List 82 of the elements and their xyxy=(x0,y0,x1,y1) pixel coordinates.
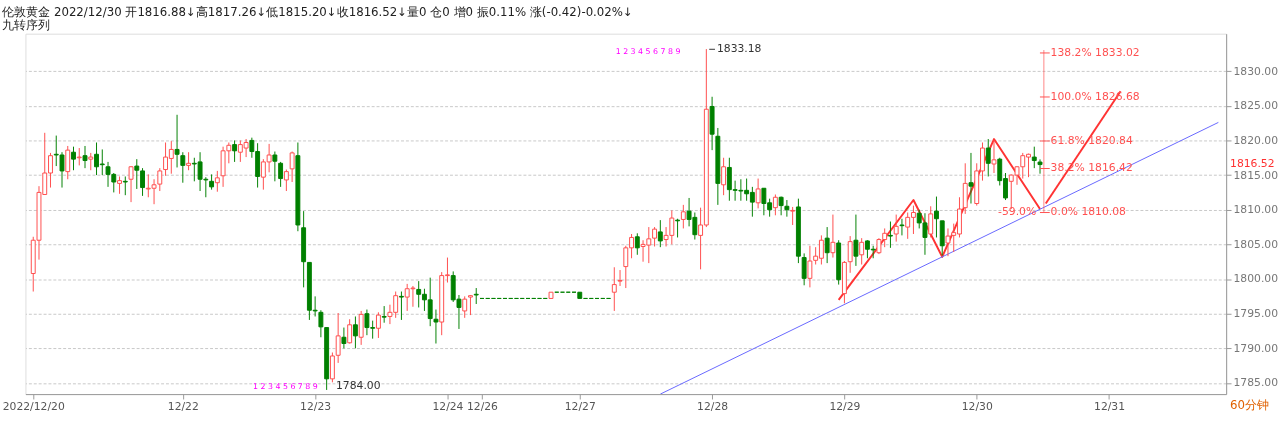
candlestick xyxy=(893,214,899,243)
candlestick xyxy=(899,218,905,236)
x-tick-label: 12/28 xyxy=(697,400,729,414)
annotation: 61.8% 1820.84 xyxy=(1050,133,1133,147)
y-tick-label: 1805.00 xyxy=(1233,237,1279,251)
candlestick xyxy=(991,139,997,174)
candlestick xyxy=(657,219,663,248)
y-tick-label: 1790.00 xyxy=(1233,341,1279,355)
candlestick xyxy=(859,237,865,265)
candlestick xyxy=(680,204,686,229)
candlestick xyxy=(375,311,381,339)
candlestick xyxy=(82,145,88,169)
candlestick xyxy=(755,178,761,209)
candlestick xyxy=(968,152,974,204)
candlestick xyxy=(122,175,128,196)
candlestick xyxy=(790,206,796,226)
candlestick xyxy=(847,235,853,274)
candlestick xyxy=(985,138,991,177)
y-tick-label: 1810.00 xyxy=(1233,203,1279,217)
candlestick xyxy=(1037,158,1043,175)
x-tick-label: 12/23 xyxy=(300,400,332,414)
x-tick-label: 2022/12/20 xyxy=(2,400,65,414)
y-tick-label: 1820.00 xyxy=(1233,133,1279,147)
candlestick xyxy=(772,194,778,216)
candlestick xyxy=(272,151,278,182)
text: 60分钟 xyxy=(1230,397,1270,412)
text: 1816.52 xyxy=(1230,156,1275,170)
candlestick xyxy=(65,145,71,180)
annotation: 138.2% 1833.02 xyxy=(1050,45,1140,59)
chart-title: 伦敦黄金 2022/12/30 开1816.88↓高1817.26↓低1815.20↓收1816.52↓量0 仓0 增0 振0.11% 涨(-0.42)-0.02%↓ xyxy=(2,5,633,20)
candlestick xyxy=(721,157,727,196)
annotation: 1 2 3 4 5 6 7 8 9 xyxy=(615,47,681,56)
y-tick-label: 1795.00 xyxy=(1233,307,1279,321)
candlestick xyxy=(283,169,289,192)
annotation: 1833.18 xyxy=(716,42,762,56)
annotation: -59.0% xyxy=(998,205,1037,219)
x-tick-label: 12/30 xyxy=(961,400,993,414)
x-tick-label: 12/26 xyxy=(466,400,499,414)
candlestick xyxy=(180,151,186,184)
candlestick xyxy=(1031,146,1037,169)
candlestick xyxy=(887,221,893,249)
candlestick xyxy=(289,151,295,183)
x-tick-label: 12/22 xyxy=(167,400,199,414)
candlestick xyxy=(801,252,807,286)
candlestick xyxy=(278,161,284,188)
y-tick-label: 1825.00 xyxy=(1233,99,1279,113)
candlestick xyxy=(934,196,939,238)
annotation: 1 2 3 4 5 6 7 8 9 xyxy=(253,381,318,391)
candlestick xyxy=(611,266,617,312)
candlestick xyxy=(617,269,623,287)
y-tick-label: 1800.00 xyxy=(1233,272,1279,286)
y-tick-label: 1815.00 xyxy=(1233,168,1279,182)
candlestick xyxy=(358,310,364,346)
candlestick xyxy=(462,295,468,319)
x-tick-label: 12/27 xyxy=(564,400,596,414)
candlestick xyxy=(381,305,387,324)
candlestick xyxy=(174,114,180,168)
candlestick xyxy=(634,232,640,256)
candlestick xyxy=(433,309,439,344)
candlestick xyxy=(784,199,790,218)
y-tick-label: 1830.00 xyxy=(1233,64,1279,78)
annotation: 0.0% 1810.08 xyxy=(1050,205,1127,219)
candlestick xyxy=(830,214,836,259)
x-tick-label: 12/29 xyxy=(829,400,861,414)
candlestick xyxy=(398,291,404,321)
candlestick xyxy=(128,165,134,203)
y-tick-label: 1785.00 xyxy=(1233,376,1279,390)
candlestick xyxy=(186,151,192,171)
candlestick xyxy=(347,318,353,344)
candlestick xyxy=(853,214,859,267)
candlestick xyxy=(341,327,347,349)
candlestick xyxy=(71,146,76,171)
x-tick-label: 12/31 xyxy=(1094,400,1126,414)
annotation: 1784.00 xyxy=(336,378,381,392)
candlestick xyxy=(214,170,220,193)
candlestick xyxy=(352,315,358,349)
candlestick xyxy=(928,205,934,238)
chart-subtitle: 九转序列 xyxy=(2,17,51,32)
candlestick xyxy=(232,139,238,163)
candlestick xyxy=(824,226,830,264)
x-tick-label: 12/24 xyxy=(432,400,464,414)
line-series xyxy=(837,138,1041,301)
